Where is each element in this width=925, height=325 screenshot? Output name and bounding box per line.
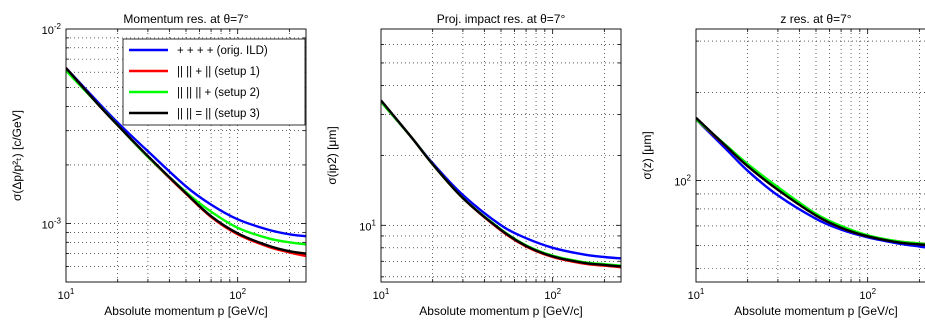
y-axis-label: σ(z) [μm] [640,131,654,179]
legend-label-3: || || || + (setup 2) [177,87,260,99]
x-axis-label: Absolute momentum p [GeV/c] [419,304,582,318]
legend-label-2: || || + || (setup 1) [177,66,260,78]
y-axis-label: σ(ip2) [μm] [325,126,339,184]
chart-title: z res. at θ=7° [780,12,851,26]
legend-label-4: || || = || (setup 3) [177,108,260,120]
chart-title: Momentum res. at θ=7° [123,12,248,26]
y-axis-label: σ(Δp/p²ₜ) [c/GeV] [10,110,24,201]
x-axis-label: Absolute momentum p [GeV/c] [104,304,267,318]
chart-title: Proj. impact res. at θ=7° [437,12,566,26]
x-axis-label: Absolute momentum p [GeV/c] [734,304,897,318]
legend: + + + + (orig. ILD) || || + || (setup 1) |… [123,39,305,125]
plot-area [696,29,925,282]
legend-label-1: + + + + (orig. ILD) [177,45,268,57]
